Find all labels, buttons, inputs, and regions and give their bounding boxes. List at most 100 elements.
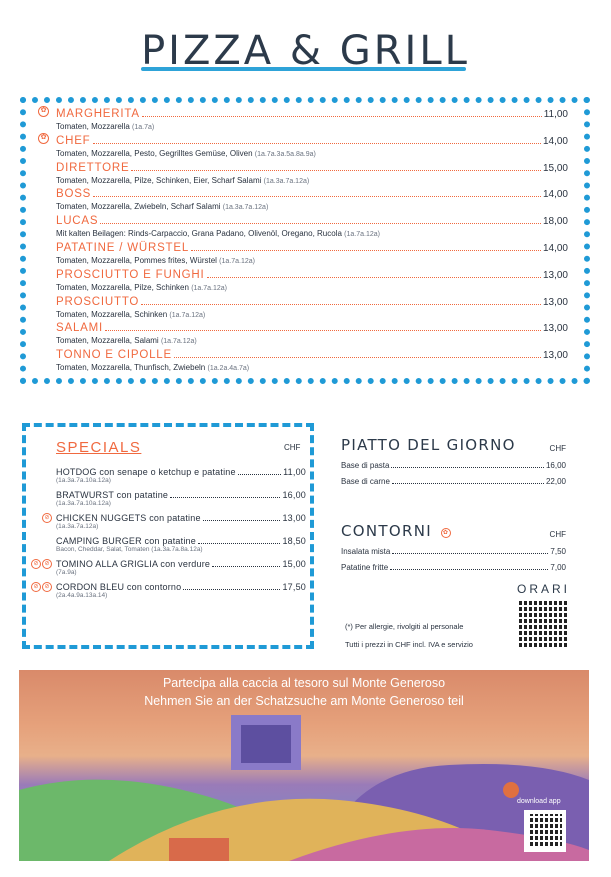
special-details: (2a.4a.9a.13a.14) bbox=[56, 592, 108, 599]
banner-illustration bbox=[19, 715, 589, 861]
pizza-name: SALAMI bbox=[56, 322, 103, 335]
specials-currency: CHF bbox=[284, 443, 301, 452]
special-price: 15,00 bbox=[282, 559, 306, 569]
pizza-ingredients: Tomaten, Mozzarella, Pesto, Gegrilltes G… bbox=[56, 148, 253, 158]
special-item: ⊘ ⊘ TOMINO ALLA GRIGLIA con verdure 15,00 … bbox=[31, 559, 306, 576]
diet-icon: ⊘ bbox=[31, 559, 41, 569]
special-item: ⊘ CHICKEN NUGGETS con patatine 13,00 (1a.… bbox=[42, 513, 306, 530]
pizza-ingredients: Tomaten, Mozzarella, Schinken bbox=[56, 309, 168, 319]
special-details: (7a.9a) bbox=[56, 569, 77, 576]
pizza-name: MARGHERITA bbox=[56, 108, 140, 120]
pizza-name: PROSCIUTTO E FUNGHI bbox=[56, 268, 205, 281]
pizza-price: 14,00 bbox=[542, 135, 568, 147]
orari-qr-code[interactable] bbox=[517, 599, 568, 649]
special-price: 13,00 bbox=[282, 513, 306, 523]
pizza-ingredients: Tomaten, Mozzarella, Pilze, Schinken bbox=[56, 282, 189, 292]
special-details: (1a.3a.7a.12a) bbox=[56, 523, 99, 530]
pizza-price: 13,00 bbox=[542, 350, 568, 362]
pizza-allergens: (1a.3a.7a.12a) bbox=[222, 204, 269, 212]
pizza-menu: ✿ MARGHERITA 11,00 Tomaten, Mozzarella (1… bbox=[20, 97, 590, 384]
train bbox=[169, 838, 229, 861]
pizza-item: ✿ CHEF 14,00 Tomaten, Mozzarella, Pesto, … bbox=[38, 132, 568, 160]
pizza-allergens: (1a.7a.12a) bbox=[344, 231, 380, 239]
special-name: CHICKEN NUGGETS con patatine bbox=[56, 513, 201, 523]
special-item: HOTDOG con senape o ketchup e patatine 11… bbox=[56, 467, 306, 484]
pizza-item: SALAMI 13,00 Tomaten, Mozzarella, Salami … bbox=[56, 320, 568, 347]
pizza-name: TONNO E CIPOLLE bbox=[56, 349, 172, 362]
banner-line-german: Nehmen Sie an der Schatzsuche am Monte G… bbox=[144, 694, 464, 708]
pizza-allergens: (1a.2a.4a.7a) bbox=[207, 365, 250, 373]
page-title: PIZZA & GRILL bbox=[141, 28, 470, 74]
contorni-item-name: Insalata mista bbox=[341, 547, 391, 556]
piatto-title: PIATTO DEL GIORNO bbox=[341, 436, 516, 454]
special-name: CORDON BLEU con contorno bbox=[56, 582, 182, 592]
special-name: BRATWURST con patatine bbox=[56, 490, 169, 500]
pizza-ingredients: Tomaten, Mozzarella, Thunfisch, Zwiebeln bbox=[56, 363, 206, 373]
piatto-item: Base di carne 22,00 bbox=[341, 477, 566, 486]
hill-front bbox=[289, 828, 589, 861]
special-name: TOMINO ALLA GRIGLIA con verdure bbox=[56, 559, 211, 569]
pizza-ingredients: Tomaten, Mozzarella, Pilze, Schinken, Ei… bbox=[56, 175, 262, 185]
special-price: 17,50 bbox=[282, 582, 306, 592]
pizza-name: BOSS bbox=[56, 188, 92, 201]
pizza-item: PROSCIUTTO 13,00 Tomaten, Mozzarella, Sch… bbox=[56, 294, 568, 321]
pizza-price: 13,00 bbox=[542, 296, 568, 308]
contorni-item-price: 7,50 bbox=[550, 547, 566, 556]
pizza-item: TONNO E CIPOLLE 13,00 Tomaten, Mozzarella… bbox=[56, 347, 568, 374]
pizza-item: LUCAS 18,00 Mit kalten Beilagen: Rinds-Ca… bbox=[56, 213, 568, 240]
piatto-item-name: Base di pasta bbox=[341, 461, 390, 470]
special-item: BRATWURST con patatine 16,00 (1a.3a.7a.10… bbox=[56, 490, 306, 507]
pizza-price: 18,00 bbox=[542, 216, 568, 228]
contorni-item: Insalata mista 7,50 bbox=[341, 547, 566, 556]
pizza-ingredients: Mit kalten Beilagen: Rinds-Carpaccio, Gr… bbox=[56, 229, 342, 239]
contorni-currency: CHF bbox=[549, 530, 566, 539]
pizza-allergens: (1a.7a.3a.5a.8a.9a) bbox=[254, 150, 316, 158]
pizza-price: 15,00 bbox=[542, 162, 568, 174]
diet-icon: ⊘ bbox=[42, 513, 52, 523]
special-item: ⊘ ⊘ CORDON BLEU con contorno 17,50 (2a.4a.… bbox=[31, 582, 306, 599]
pizza-ingredients: Tomaten, Mozzarella, Pommes frites, Würs… bbox=[56, 255, 217, 265]
special-item: CAMPING BURGER con patatine 18,50 Bacon, … bbox=[56, 536, 306, 553]
piatto-item-name: Base di carne bbox=[341, 477, 390, 486]
special-name: CAMPING BURGER con patatine bbox=[56, 536, 196, 546]
contorni-title: CONTORNI bbox=[341, 522, 432, 540]
special-details: (1a.3a.7a.10a.12a) bbox=[56, 477, 111, 484]
piatto-item: Base di pasta 16,00 bbox=[341, 461, 566, 470]
treasure-hunt-banner[interactable]: Partecipa alla caccia al tesoro sul Mont… bbox=[19, 670, 589, 861]
contorni-item-name: Patatine fritte bbox=[341, 563, 389, 572]
pizza-allergens: (1a.7a.12a) bbox=[219, 257, 255, 265]
diet-icon: ⊘ bbox=[31, 582, 41, 592]
piatto-currency: CHF bbox=[549, 444, 566, 453]
building-windows bbox=[241, 725, 291, 763]
pizza-allergens: (1a.7a.12a) bbox=[191, 284, 227, 292]
pizza-item: PATATINE / WÜRSTEL 14,00 Tomaten, Mozzare… bbox=[56, 240, 568, 267]
diet-icon: ⊘ bbox=[42, 582, 52, 592]
special-price: 11,00 bbox=[283, 467, 306, 477]
pizza-name: CHEF bbox=[56, 134, 91, 147]
pizza-ingredients: Tomaten, Mozzarella, Zwiebeln, Scharf Sa… bbox=[56, 202, 221, 212]
download-app-label: download app bbox=[517, 798, 561, 805]
pizza-item: DIRETTORE 15,00 Tomaten, Mozzarella, Pilz… bbox=[56, 160, 568, 187]
pizza-name: LUCAS bbox=[56, 215, 99, 228]
piatto-del-giorno: PIATTO DEL GIORNO CHF Base di pasta 16,00… bbox=[341, 436, 566, 486]
diet-icon: ⊘ bbox=[42, 559, 52, 569]
pizza-name: DIRETTORE bbox=[56, 161, 130, 174]
title-underline bbox=[141, 67, 466, 71]
special-name: HOTDOG con senape o ketchup e patatine bbox=[56, 467, 236, 477]
pizza-price: 13,00 bbox=[542, 323, 568, 335]
planet bbox=[503, 782, 519, 798]
pizza-item: BOSS 14,00 Tomaten, Mozzarella, Zwiebeln,… bbox=[56, 186, 568, 213]
pizza-allergens: (1a.3a.7a.12a) bbox=[263, 177, 310, 185]
vegetarian-icon: ✿ bbox=[38, 132, 49, 144]
specials-box: SPECIALS CHF HOTDOG con senape o ketchup… bbox=[22, 423, 314, 649]
vegetarian-icon: ✿ bbox=[38, 106, 49, 117]
pizza-allergens: (1a.7a.12a) bbox=[160, 338, 197, 346]
special-price: 16,00 bbox=[282, 490, 306, 500]
pizza-price: 11,00 bbox=[543, 109, 568, 120]
contorni-item-price: 7,00 bbox=[550, 563, 566, 572]
allergy-note: (*) Per allergie, rivolgiti al personale bbox=[345, 622, 464, 631]
download-app-qr[interactable] bbox=[524, 810, 566, 852]
special-details: (1a.3a.7a.10a.12a) bbox=[56, 500, 111, 507]
pizza-price: 14,00 bbox=[542, 242, 568, 254]
special-details: Bacon, Cheddar, Salat, Tomaten (1a.3a.7a… bbox=[56, 546, 203, 553]
